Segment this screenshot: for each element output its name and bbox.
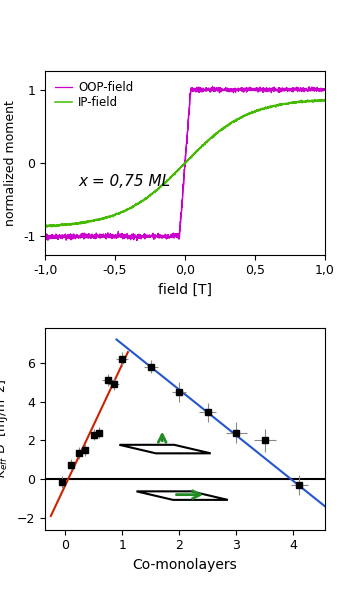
IP-field [296, 99, 301, 106]
Y-axis label: $K_{eff}$ D  [mJ/m$^{\mathregular{\wedge}}$2]: $K_{eff}$ D [mJ/m$^{\mathregular{\wedge}… [0, 379, 12, 478]
X-axis label: Co-monolayers: Co-monolayers [132, 558, 238, 572]
OOP-field [297, 86, 301, 93]
OOP-field [143, 232, 148, 239]
Y-axis label: normalized moment: normalized moment [4, 100, 17, 226]
Polygon shape [119, 445, 211, 453]
OOP-field [135, 237, 139, 245]
Text: x = 0,75 ML: x = 0,75 ML [79, 174, 171, 189]
OOP-field [43, 234, 47, 241]
OOP-field [43, 232, 47, 239]
OOP-field [78, 231, 83, 239]
X-axis label: field [T]: field [T] [158, 283, 212, 297]
IP-field [54, 223, 58, 230]
IP-field [43, 223, 47, 230]
OOP-field [53, 234, 58, 241]
OOP-field [210, 83, 215, 90]
Line: OOP-field: OOP-field [45, 86, 325, 241]
OOP-field [316, 87, 320, 94]
Line: IP-field: IP-field [45, 99, 325, 227]
IP-field [316, 96, 320, 104]
IP-field [43, 223, 47, 230]
IP-field [78, 219, 83, 226]
IP-field [143, 195, 148, 202]
IP-field [319, 96, 324, 103]
IP-field [45, 224, 49, 231]
OOP-field [216, 85, 221, 92]
Legend: OOP-field, IP-field: OOP-field, IP-field [51, 77, 137, 112]
IP-field [216, 129, 221, 136]
Polygon shape [136, 491, 228, 500]
